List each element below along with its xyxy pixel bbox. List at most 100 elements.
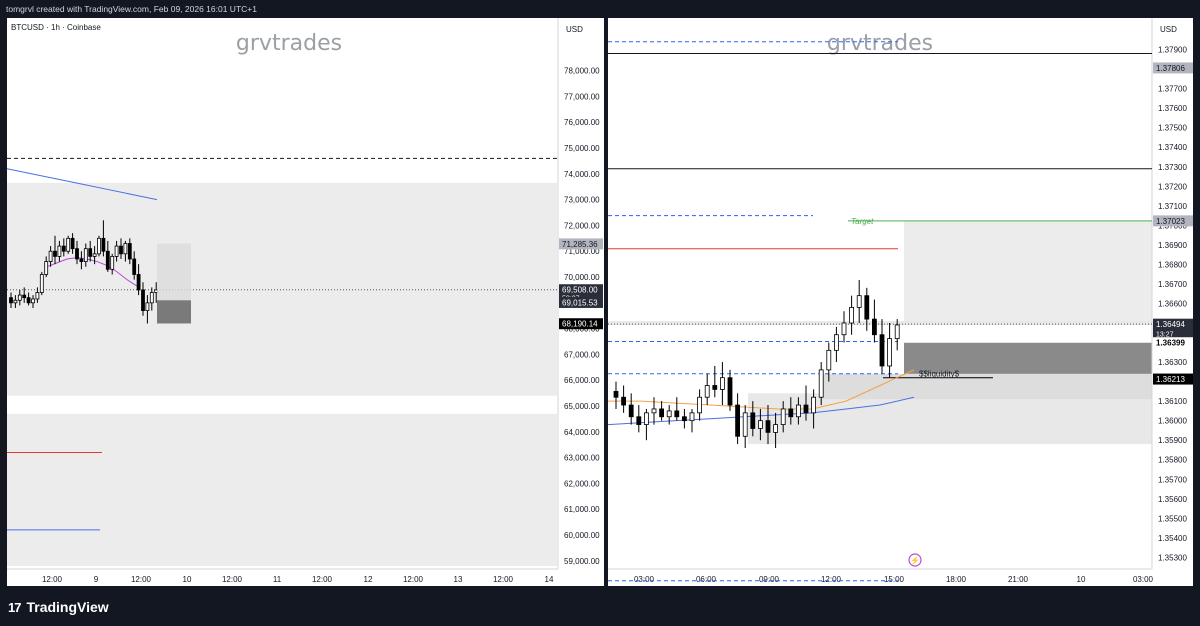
candle-down <box>141 289 145 311</box>
y-tick-label: 75,000.00 <box>564 144 600 153</box>
candle-down <box>735 404 740 437</box>
candle-down <box>750 412 756 429</box>
position-target-box <box>157 243 191 301</box>
x-tick-label: 12:00 <box>222 575 243 584</box>
candle-down <box>136 274 141 291</box>
price-label-gray-bg <box>1153 62 1193 74</box>
candle-up <box>110 255 115 270</box>
watermark: grvtrades <box>236 31 342 56</box>
candle-up <box>833 334 839 351</box>
stop-zone <box>904 342 1152 380</box>
candle-down <box>621 396 627 406</box>
x-tick-label: 18:00 <box>946 575 967 584</box>
candle-down <box>132 258 137 275</box>
zone-0 <box>7 182 557 396</box>
price-label-black: 68,190.14 <box>562 320 598 329</box>
btcusd-chart[interactable]: grvtrades BTCUSD · 1h · Coinbase USD 59,000… <box>7 18 604 586</box>
y-tick-label: 71,000.00 <box>564 247 600 256</box>
fx-chart[interactable]: grvtrades USD 1.35300 1.35400 1.35500 1.35600… <box>608 18 1193 586</box>
zone-1 <box>7 413 557 566</box>
y-tick-label: 70,000.00 <box>564 273 600 282</box>
countdown-label-bg <box>1153 329 1193 339</box>
candle-down <box>727 377 733 406</box>
candle-down <box>712 385 718 390</box>
price-label-gray: 1.37806 <box>1156 64 1185 73</box>
tradingview-brand: 17 TradingView <box>8 596 109 618</box>
x-tick-label: 03:00 <box>634 575 655 584</box>
candle-up <box>826 349 832 371</box>
candle-down <box>788 408 794 418</box>
candle-up <box>44 261 49 275</box>
candle-up <box>887 338 893 367</box>
candle-down <box>53 250 57 257</box>
x-tick-label: 10 <box>1077 575 1086 584</box>
y-tick-label: 64,000.00 <box>564 428 600 437</box>
candle-down <box>765 420 771 433</box>
candle-down <box>659 408 664 418</box>
y-tick-label: 1.37400 <box>1158 143 1187 152</box>
candle-up <box>811 396 817 414</box>
x-tick-label: 12:00 <box>42 575 63 584</box>
candle-up <box>35 292 40 300</box>
y-tick-label: 1.35300 <box>1158 553 1187 562</box>
price-label-outline: 1.36399 <box>1156 339 1185 348</box>
symbol-title: BTCUSD · 1h · Coinbase <box>11 23 101 32</box>
x-tick-label: 06:00 <box>696 575 717 584</box>
price-label: 1.36494 <box>1156 320 1185 329</box>
caption-text: tomgrvl created with TradingView.com, Fe… <box>6 4 257 14</box>
x-tick-label: 9 <box>94 575 99 584</box>
x-tick-label: 12 <box>364 575 373 584</box>
y-tick-label: 1.35500 <box>1158 514 1187 523</box>
candle-down <box>26 297 31 304</box>
candle-up <box>66 237 71 252</box>
candle-up <box>856 295 862 308</box>
candle-up <box>849 306 855 324</box>
y-tick-label: 60,000.00 <box>564 531 600 540</box>
candle-down <box>61 245 66 252</box>
fx-chart-panel[interactable]: grvtrades USD 1.35300 1.35400 1.35500 1.35600… <box>608 18 1193 586</box>
target-zone <box>904 220 1152 325</box>
candle-down <box>70 237 75 250</box>
price-label-black-bg <box>559 318 603 330</box>
btcusd-chart-panel[interactable]: grvtrades BTCUSD · 1h · Coinbase USD 59,000… <box>7 18 604 586</box>
ema-blue-line <box>7 168 158 201</box>
x-tick-label: 12:00 <box>493 575 514 584</box>
candle-down <box>674 410 680 418</box>
candle-up <box>145 302 150 311</box>
candle-up <box>894 324 900 340</box>
candle-down <box>864 295 870 320</box>
x-tick-label: 12:00 <box>312 575 333 584</box>
price-label-black-bg <box>1153 373 1193 385</box>
candle-down <box>101 237 106 252</box>
candle-up <box>31 298 35 304</box>
y-tick-label: 77,000.00 <box>564 92 600 101</box>
x-tick-label: 12:00 <box>821 575 842 584</box>
y-tick-label: 1.35800 <box>1158 456 1187 465</box>
y-tick-label: 1.36300 <box>1158 358 1187 367</box>
x-tick-label: 13 <box>454 575 463 584</box>
candle-up <box>689 412 695 422</box>
x-tick-label: 15:00 <box>884 575 905 584</box>
y-tick-label: 1.35900 <box>1158 436 1187 445</box>
candle-up <box>17 294 22 301</box>
y-tick-label: 65,000.00 <box>564 402 600 411</box>
entry-band <box>608 321 1152 325</box>
y-tick-label: 67,000.00 <box>564 350 600 359</box>
annotation-label: Target <box>851 217 874 226</box>
y-tick-label: 1.37600 <box>1158 104 1187 113</box>
price-label-outline-bg <box>1153 337 1193 349</box>
price-label-bg <box>1153 318 1193 330</box>
x-tick-label: 12:00 <box>403 575 424 584</box>
candle-up <box>780 408 786 425</box>
x-tick-label: 21:00 <box>1008 575 1029 584</box>
candle-up <box>48 250 53 262</box>
candle-down <box>628 404 634 418</box>
candle-up <box>795 404 801 418</box>
candle-up <box>742 412 748 437</box>
y-tick-label: 1.36000 <box>1158 417 1187 426</box>
x-tick-label: 14 <box>545 575 554 584</box>
y-tick-label: 74,000.00 <box>564 170 600 179</box>
candle-down <box>879 334 885 367</box>
y-tick-label: 72,000.00 <box>564 221 600 230</box>
candle-down <box>119 245 123 255</box>
